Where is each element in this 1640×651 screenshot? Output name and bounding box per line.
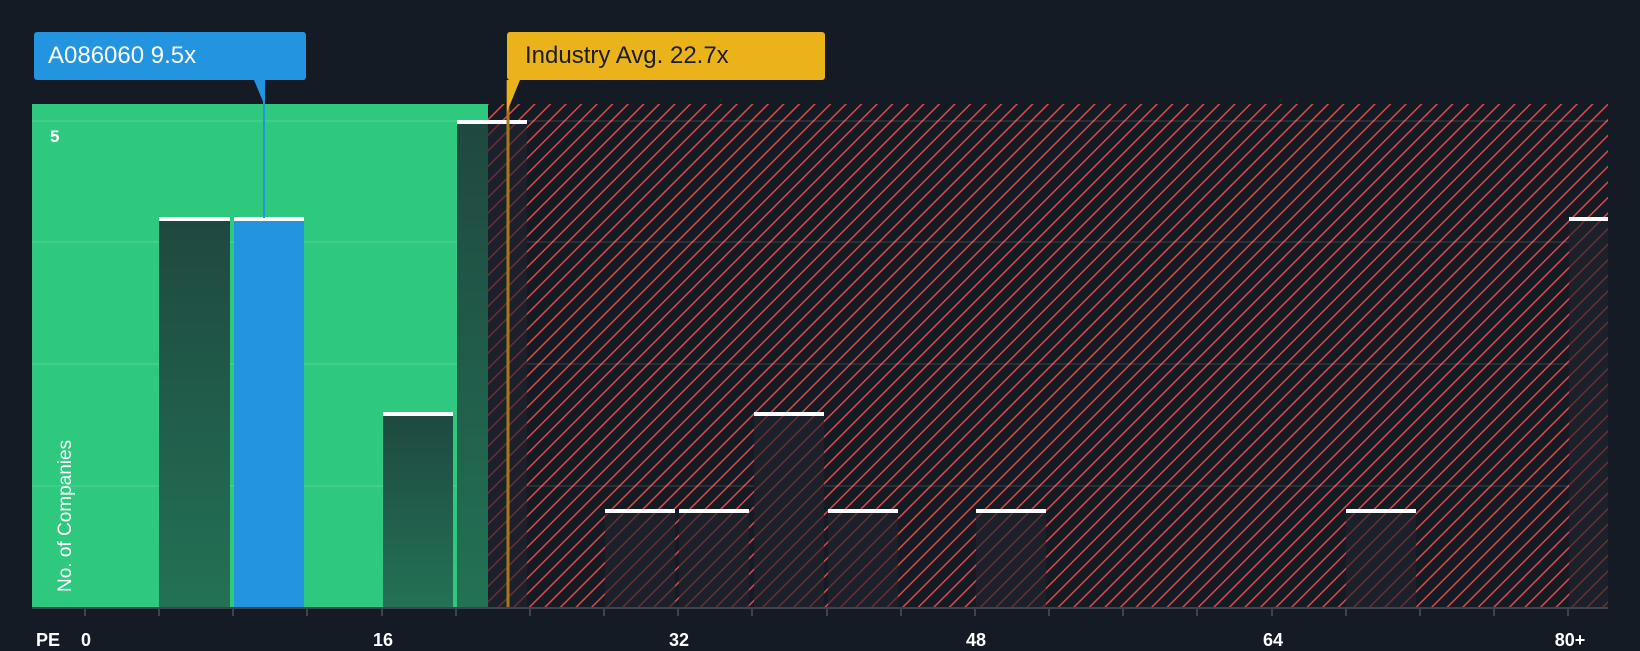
- x-tick-32: 32: [668, 630, 690, 650]
- y-axis-title: No. of Companies: [55, 439, 76, 592]
- x-axis-title: PE: [36, 630, 61, 650]
- bar-4-8[interactable]: [159, 218, 230, 607]
- y-max-tick-label: 5: [50, 127, 60, 146]
- bar-28-32[interactable]: [605, 510, 675, 607]
- x-tick-48: 48: [965, 630, 987, 650]
- x-tick-0: 0: [80, 630, 92, 650]
- x-tick-64: 64: [1262, 630, 1284, 650]
- bar-68-72[interactable]: [1346, 510, 1416, 607]
- x-tick-80-plus: 80+: [1554, 630, 1586, 650]
- x-axis-ticks: [84, 608, 1569, 616]
- bar-16-20[interactable]: [383, 413, 453, 607]
- company-pe-callout: A086060 9.5x: [34, 32, 306, 80]
- company-pe-label: A086060 9.5x: [48, 42, 197, 69]
- bar-8-12-company[interactable]: [234, 218, 304, 607]
- company-callout-pointer: [254, 80, 264, 104]
- industry-callout-pointer: [507, 80, 520, 112]
- bar-48-52[interactable]: [976, 510, 1046, 607]
- industry-avg-callout: Industry Avg. 22.7x: [507, 32, 825, 80]
- bar-caps: [159, 120, 1608, 513]
- bar-36-40[interactable]: [754, 413, 824, 607]
- bar-20-24[interactable]: [457, 121, 488, 607]
- industry-avg-label: Industry Avg. 22.7x: [525, 42, 729, 69]
- bar-80-plus[interactable]: [1569, 218, 1608, 607]
- bar-32-36[interactable]: [679, 510, 749, 607]
- x-tick-16: 16: [372, 630, 394, 650]
- bar-40-44[interactable]: [828, 510, 898, 607]
